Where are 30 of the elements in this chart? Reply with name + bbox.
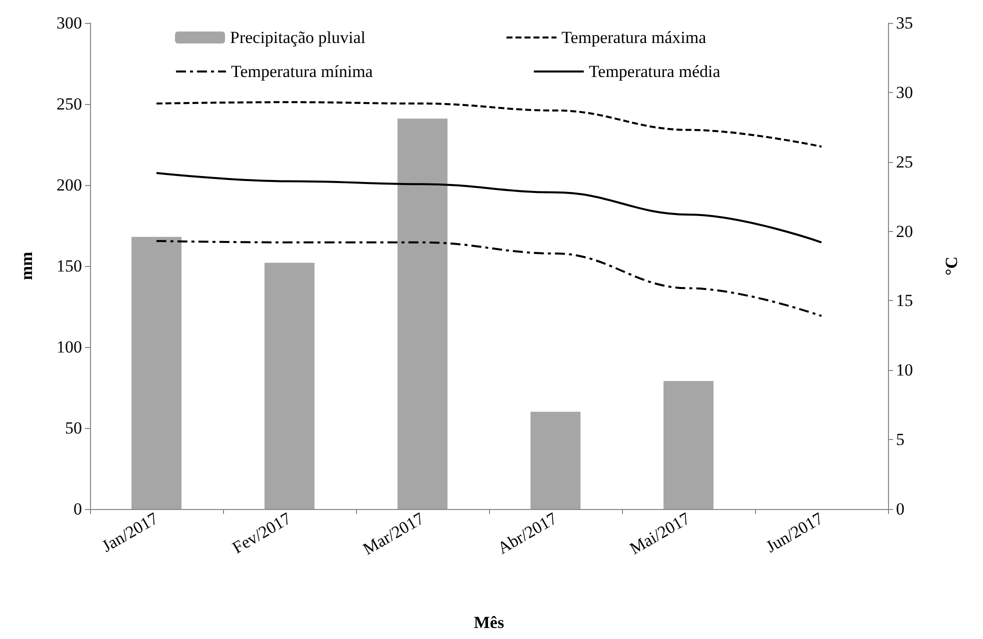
y2-tick-label: 30 [896, 82, 913, 102]
bar [530, 412, 580, 509]
y2-tick-label: 10 [896, 360, 913, 380]
y-tick-label: 250 [56, 94, 82, 114]
bar [398, 118, 448, 509]
line-series [156, 240, 822, 317]
y2-tick-label: 5 [896, 430, 904, 450]
legend-label: Temperatura média [588, 62, 721, 81]
line-series [156, 172, 822, 244]
y2-axis-title: °C [942, 256, 961, 276]
y2-tick-label: 35 [896, 14, 913, 32]
x-axis-title: Mês [474, 613, 504, 632]
y-tick-label: 50 [65, 418, 82, 438]
line-series [156, 101, 822, 148]
bar [132, 236, 182, 509]
y2-tick-label: 20 [896, 222, 913, 241]
y-axis-title: mm [17, 252, 36, 280]
legend-label: Precipitação pluvial [230, 28, 366, 47]
legend-label: Temperatura mínima [231, 62, 374, 81]
y-tick-label: 100 [56, 338, 82, 356]
y2-tick-label: 0 [896, 500, 904, 518]
y2-tick-label: 25 [896, 152, 913, 172]
y2-tick-label: 15 [896, 291, 913, 310]
y-tick-label: 0 [74, 500, 82, 518]
y-tick-label: 200 [56, 176, 82, 194]
legend-label: Temperatura máxima [561, 28, 707, 47]
bar [264, 262, 314, 509]
bar [664, 381, 714, 509]
y-tick-label: 300 [56, 14, 82, 32]
y-tick-label: 150 [56, 256, 82, 276]
